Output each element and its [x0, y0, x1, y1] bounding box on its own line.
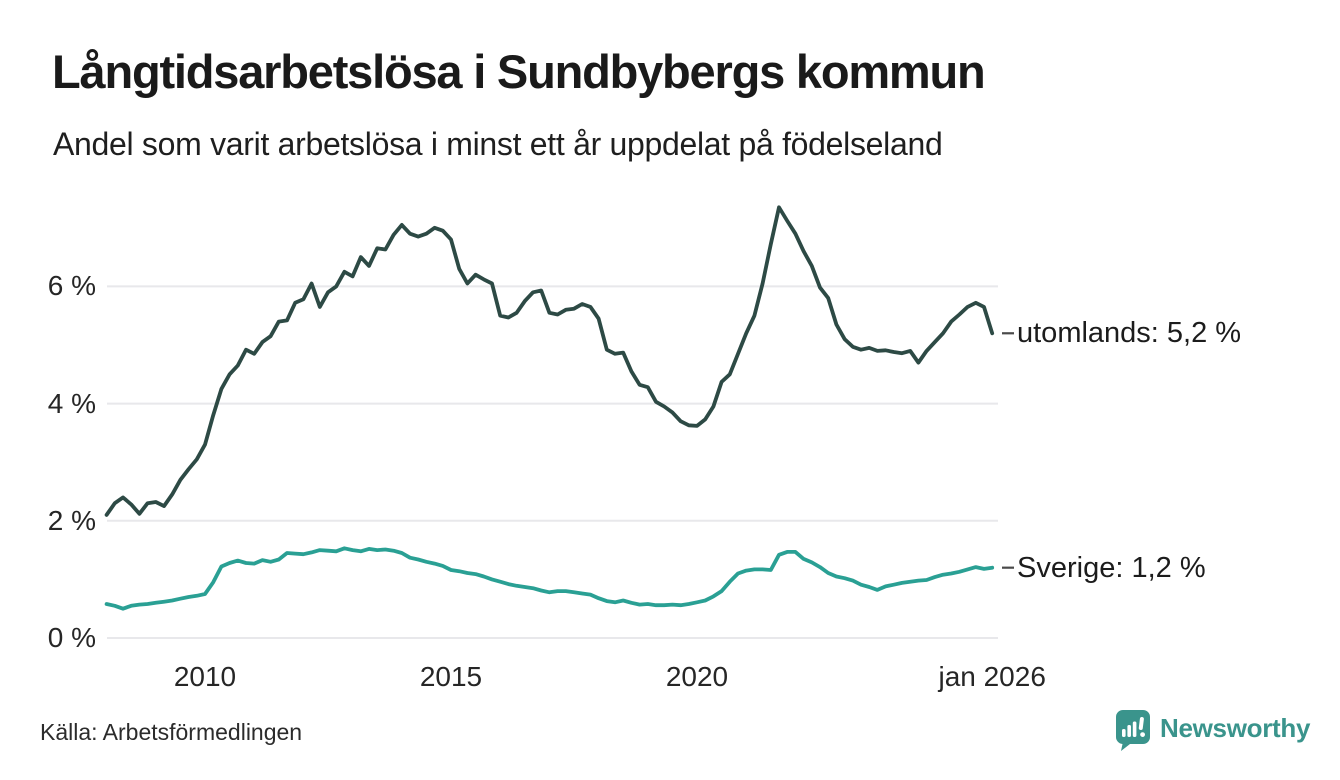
x-tick-label: jan 2026 [938, 661, 1046, 692]
series-end-label: utomlands: 5,2 % [1017, 317, 1242, 350]
x-tick-label: 2020 [665, 661, 729, 692]
y-tick-label: 6 % [47, 270, 96, 302]
series-end-label: Sverige: 1,2 % [1017, 551, 1206, 584]
x-tick-label: 2015 [419, 661, 483, 692]
y-tick-label: 4 % [47, 387, 96, 419]
page-subtitle: Andel som varit arbetslösa i minst ett å… [53, 126, 943, 162]
y-tick-label: 2 % [47, 504, 96, 536]
branding: Newsworthy [1115, 709, 1310, 751]
y-tick-label: 0 % [47, 622, 96, 653]
page-title: Långtidsarbetslösa i Sundbybergs kommun [52, 45, 986, 98]
series-line-Sverige [104, 546, 995, 611]
brand-name: Newsworthy [1160, 713, 1311, 743]
x-tick-label: 2010 [173, 661, 237, 692]
newsworthy-logo-icon [1116, 710, 1150, 751]
series-line-utomlands [104, 205, 995, 517]
source-note: Källa: Arbetsförmedlingen [40, 719, 303, 745]
